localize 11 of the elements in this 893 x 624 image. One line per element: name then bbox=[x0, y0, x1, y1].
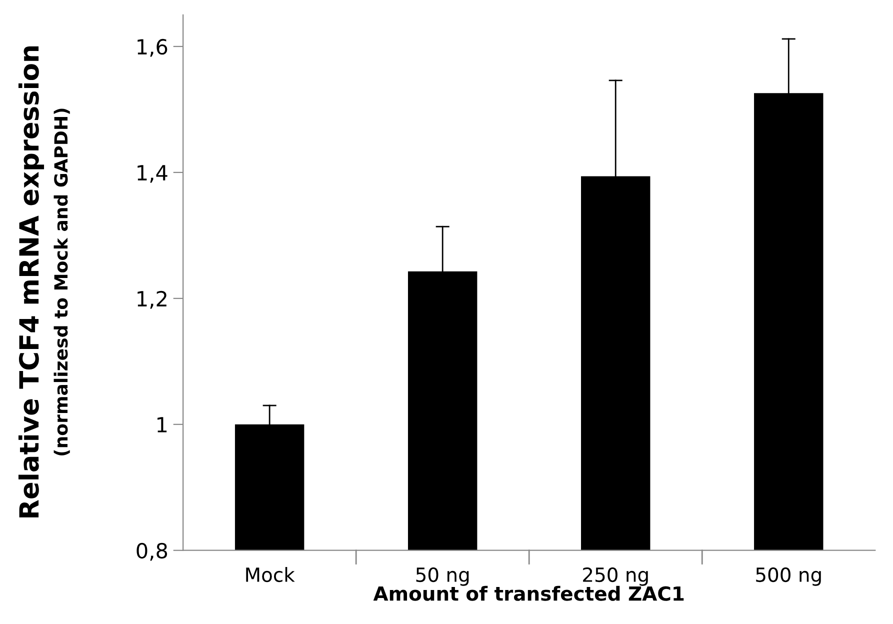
y-tick-label: 1,2 bbox=[138, 290, 166, 309]
y-tick-label: 0,8 bbox=[136, 542, 168, 561]
y-tick-label: 1,4 bbox=[138, 165, 168, 183]
x-tick-label: 50 ng bbox=[416, 567, 469, 586]
x-tick-label: 500 ng bbox=[756, 567, 821, 586]
x-axis-title: Amount of transfected ZAC1 bbox=[373, 586, 684, 601]
y-tick-label: 1 bbox=[158, 417, 167, 432]
y-tick-label: 1,6 bbox=[138, 38, 168, 57]
x-tick-label: 250 ng bbox=[583, 567, 648, 586]
y-axis-title: Relative TCF4 mRNA expression (normalizesd to Mock and GAPDH) bbox=[18, 46, 70, 518]
x-tick-label: Mock bbox=[246, 567, 295, 582]
